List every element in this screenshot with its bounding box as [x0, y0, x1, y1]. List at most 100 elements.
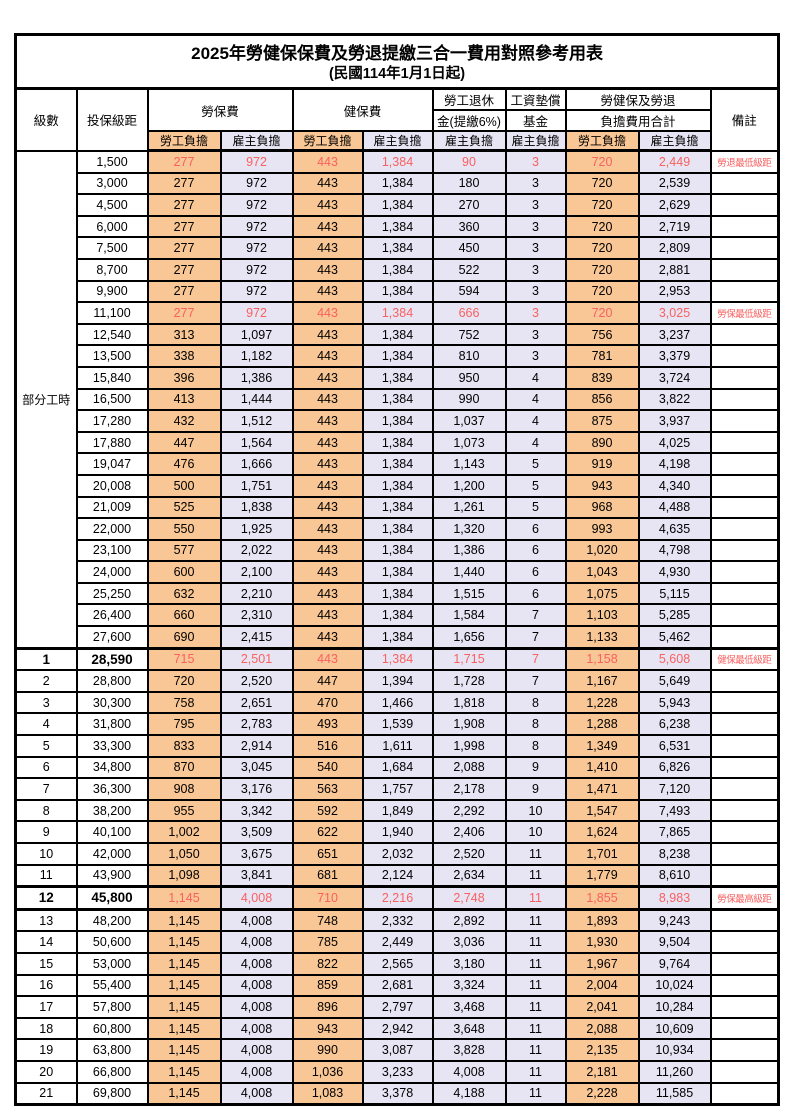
- total-employee-fee-cell: 720: [564, 301, 640, 325]
- health-employee-fee-cell: 896: [291, 995, 364, 1019]
- pension-employer-fee-cell: 522: [431, 257, 507, 282]
- total-employer-fee-cell: 5,115: [637, 581, 712, 606]
- total-employer-fee-cell: 3,237: [637, 322, 712, 347]
- subheader-labor-employee: 勞工負擔: [146, 130, 222, 152]
- labor-employer-fee-cell: 1,512: [219, 409, 294, 433]
- level-cell: 1: [14, 646, 78, 672]
- total-employer-fee-cell: 2,719: [637, 214, 712, 239]
- total-employer-fee-cell: 4,198: [637, 452, 712, 476]
- total-employer-fee-cell: 2,449: [637, 149, 712, 174]
- total-employee-fee-cell: 1,288: [564, 712, 640, 737]
- bracket-cell: 48,200: [75, 908, 149, 933]
- bracket-cell: 33,300: [75, 734, 149, 758]
- total-employer-fee-cell: 9,764: [637, 951, 712, 976]
- remark-cell: [709, 344, 780, 368]
- health-employer-fee-cell: 2,942: [361, 1016, 434, 1041]
- health-employer-fee-cell: 3,233: [361, 1059, 434, 1084]
- labor-employer-fee-cell: 972: [219, 257, 294, 282]
- wage-fund-employer-fee-cell: 6: [504, 538, 567, 563]
- health-employer-fee-cell: 1,384: [361, 409, 434, 433]
- total-employer-fee-cell: 2,629: [637, 193, 712, 217]
- table-row: 24,000 600 2,100 443 1,384 1,440 6 1,043 4,930: [16, 560, 780, 584]
- labor-employee-fee-cell: 500: [146, 473, 222, 498]
- labor-employee-fee-cell: 1,002: [146, 820, 222, 844]
- labor-employee-fee-cell: 413: [146, 387, 222, 412]
- level-cell: 4: [14, 712, 78, 737]
- labor-employee-fee-cell: 690: [146, 625, 222, 650]
- total-employee-fee-cell: 1,779: [564, 863, 640, 888]
- total-employee-fee-cell: 1,624: [564, 820, 640, 844]
- remark-cell: [709, 322, 780, 347]
- health-employer-fee-cell: 1,940: [361, 820, 434, 844]
- remark-cell: [709, 257, 780, 282]
- total-employee-fee-cell: 1,133: [564, 625, 640, 650]
- health-employee-fee-cell: 443: [291, 301, 364, 325]
- pension-employer-fee-cell: 810: [431, 344, 507, 368]
- table-row: 20 66,800 1,145 4,008 1,036 3,233 4,008 11 2,181…: [14, 1059, 780, 1084]
- health-employee-fee-cell: 1,083: [291, 1081, 364, 1106]
- bracket-cell: 63,800: [75, 1038, 149, 1062]
- subheader-labor-employer: 雇主負擔: [219, 130, 294, 152]
- health-employer-fee-cell: 1,384: [361, 603, 434, 628]
- bracket-cell: 13,500: [75, 344, 149, 368]
- table-row: 5 33,300 833 2,914 516 1,611 1,998 8 1,349 6,531: [14, 734, 780, 758]
- health-employer-fee-cell: 1,611: [361, 734, 434, 758]
- remark-cell: [709, 798, 780, 823]
- level-cell: 21: [14, 1081, 78, 1106]
- remark-cell: [709, 279, 780, 304]
- labor-employee-fee-cell: 396: [146, 365, 222, 390]
- labor-employer-fee-cell: 1,182: [219, 344, 294, 368]
- health-employee-fee-cell: 592: [291, 798, 364, 823]
- total-employee-fee-cell: 890: [564, 430, 640, 455]
- remark-cell: [709, 863, 780, 888]
- labor-employee-fee-cell: 338: [146, 344, 222, 368]
- total-employer-fee-cell: 7,865: [637, 820, 712, 844]
- pension-employer-fee-cell: 594: [431, 279, 507, 304]
- health-employer-fee-cell: 1,384: [361, 517, 434, 541]
- labor-employer-fee-cell: 972: [219, 236, 294, 260]
- labor-employer-fee-cell: 1,386: [219, 365, 294, 390]
- total-employer-fee-cell: 8,983: [637, 885, 712, 911]
- health-employer-fee-cell: 1,384: [361, 495, 434, 520]
- remark-cell: [709, 755, 780, 780]
- pension-employer-fee-cell: 1,073: [431, 430, 507, 455]
- wage-fund-employer-fee-cell: 3: [504, 171, 567, 196]
- col-header-bracket: 投保級距: [75, 87, 149, 152]
- table-row: 15 53,000 1,145 4,008 822 2,565 3,180 11 1,967 9,…: [14, 951, 780, 976]
- labor-employee-fee-cell: 1,050: [146, 842, 222, 866]
- total-employer-fee-cell: 3,822: [637, 387, 712, 412]
- wage-fund-employer-fee-cell: 4: [504, 387, 567, 412]
- total-employee-fee-cell: 968: [564, 495, 640, 520]
- wage-fund-employer-fee-cell: 5: [504, 473, 567, 498]
- health-employee-fee-cell: 622: [291, 820, 364, 844]
- pension-employer-fee-cell: 666: [431, 301, 507, 325]
- health-employer-fee-cell: 2,032: [361, 842, 434, 866]
- health-employee-fee-cell: 443: [291, 236, 364, 260]
- total-employee-fee-cell: 1,701: [564, 842, 640, 866]
- remark-cell: [709, 517, 780, 541]
- total-employee-fee-cell: 2,041: [564, 995, 640, 1019]
- bracket-cell: 22,000: [75, 517, 149, 541]
- table-row: 17,880 447 1,564 443 1,384 1,073 4 890 4,025: [16, 430, 780, 455]
- bracket-cell: 57,800: [75, 995, 149, 1019]
- total-employer-fee-cell: 11,260: [637, 1059, 712, 1084]
- subheader-wage-fund-employer: 雇主負擔: [504, 130, 567, 152]
- table-row: 7 36,300 908 3,176 563 1,757 2,178 9 1,471 7,120: [14, 777, 780, 801]
- labor-employee-fee-cell: 525: [146, 495, 222, 520]
- table-row: 9 40,100 1,002 3,509 622 1,940 2,406 10 1,624 7,8…: [14, 820, 780, 844]
- labor-employee-fee-cell: 600: [146, 560, 222, 584]
- remark-cell: [709, 777, 780, 801]
- remark-cell: 勞保最低級距: [709, 301, 780, 325]
- table-row: 12 45,800 1,145 4,008 710 2,216 2,748 11 1,855 8,…: [14, 885, 780, 911]
- labor-employee-fee-cell: 313: [146, 322, 222, 347]
- wage-fund-employer-fee-cell: 11: [504, 1038, 567, 1062]
- remark-cell: [709, 560, 780, 584]
- remark-cell: 健保最低級距: [709, 646, 780, 672]
- labor-employer-fee-cell: 1,751: [219, 473, 294, 498]
- bracket-cell: 42,000: [75, 842, 149, 866]
- total-employer-fee-cell: 2,881: [637, 257, 712, 282]
- col-header-total-line1: 勞健保及勞退: [564, 87, 712, 111]
- bracket-cell: 28,800: [75, 669, 149, 693]
- labor-employee-fee-cell: 550: [146, 517, 222, 541]
- health-employee-fee-cell: 822: [291, 951, 364, 976]
